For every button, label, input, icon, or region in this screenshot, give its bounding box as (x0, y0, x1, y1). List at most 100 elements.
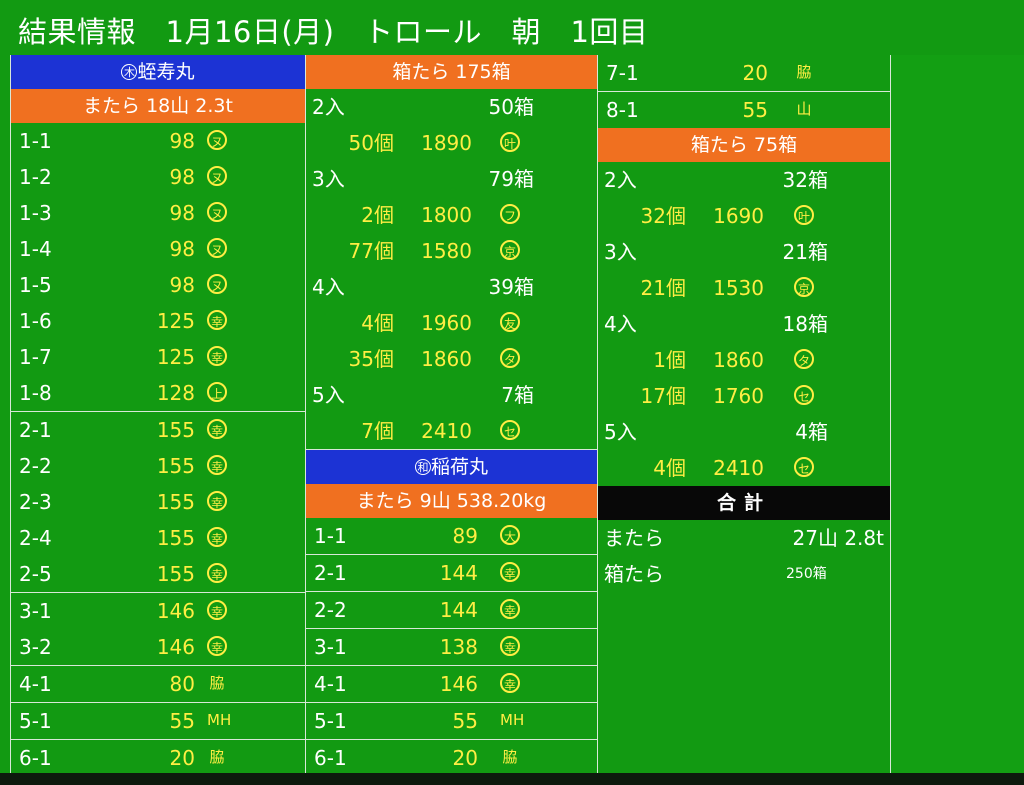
box-price-row: 7個 2410 セ (306, 413, 597, 449)
lot-id: 1-2 (19, 165, 52, 189)
box-size-label: 4入 (312, 275, 345, 299)
buyer-mark-icon: 山 (796, 100, 812, 118)
buyer-mark-icon: 脇 (502, 748, 518, 766)
catch-row: 4-1 146 幸 (306, 665, 597, 702)
buyer-mark-icon: セ (500, 420, 520, 440)
lot-id: 3-1 (19, 599, 52, 623)
weight-value: 144 (439, 598, 478, 622)
weight-value: 89 (452, 524, 478, 548)
boat-header: 木蛭寿丸 (11, 55, 305, 89)
weight-value: 146 (156, 635, 195, 659)
catch-row: 5-1 55 MH (11, 702, 305, 739)
box-total: 50箱 (488, 95, 534, 119)
empty-panel (891, 55, 1024, 773)
catch-row: 2-2 144 幸 (306, 591, 597, 628)
catch-row: 3-1 146 幸 (11, 592, 305, 629)
lot-id: 2-3 (19, 490, 52, 514)
box-size-row: 4入 39箱 (306, 269, 597, 305)
lot-id: 6-1 (314, 746, 347, 770)
lot-id: 1-5 (19, 273, 52, 297)
buyer-mark-icon: MH (207, 711, 232, 729)
catch-row: 1-1 98 ヌ (11, 123, 305, 159)
box-size-label: 2入 (604, 168, 637, 192)
total-header: 合計 (598, 486, 890, 520)
lot-id: 5-1 (314, 709, 347, 733)
box-total: 79箱 (488, 167, 534, 191)
catch-list: 7-1 20 脇 8-1 55 山 (598, 55, 890, 128)
weight-value: 146 (156, 599, 195, 623)
buyer-mark-icon: 幸 (207, 419, 227, 439)
box-cod-header: 箱たら 175箱 (306, 55, 597, 89)
weight-value: 144 (439, 561, 478, 585)
box-size-label: 3入 (312, 167, 345, 191)
buyer-mark-icon: 幸 (500, 636, 520, 656)
buyer-mark-icon: 幸 (207, 563, 227, 583)
lot-id: 1-3 (19, 201, 52, 225)
box-price-row: 77個 1580 京 (306, 233, 597, 269)
catch-summary-header: またら 18山 2.3t (11, 89, 305, 123)
lot-id: 4-1 (314, 672, 347, 696)
box-price-row: 2個 1800 フ (306, 197, 597, 233)
catch-summary-header: またら 9山 538.20kg (306, 484, 597, 518)
catch-list: 1-1 89 大 2-1 144 幸 2-2 144 幸 3-1 138 幸 4-1 146 幸 5-1 55 M… (306, 518, 597, 776)
buyer-mark-icon: ヌ (207, 274, 227, 294)
buyer-mark-icon: 叶 (794, 205, 814, 225)
boat-header: 和稲荷丸 (306, 449, 597, 484)
total-value: 27山 2.8t (792, 526, 884, 550)
box-size-row: 2入 32箱 (598, 162, 890, 198)
box-price: 1860 (421, 347, 472, 371)
box-price: 1760 (713, 384, 764, 408)
box-count: 4個 (653, 456, 686, 480)
box-count: 21個 (640, 276, 686, 300)
buyer-mark-icon: 脇 (209, 674, 225, 692)
lot-id: 4-1 (19, 672, 52, 696)
box-price: 1800 (421, 203, 472, 227)
weight-value: 20 (742, 61, 768, 85)
lot-id: 1-1 (314, 524, 347, 548)
weight-value: 20 (169, 746, 195, 770)
weight-value: 20 (452, 746, 478, 770)
box-size-row: 4入 18箱 (598, 306, 890, 342)
box-size-row: 5入 4箱 (598, 414, 890, 450)
right-column: 7-1 20 脇 8-1 55 山 箱たら 75箱 2入 32箱 32個 1690 叶 3入 21箱 2… (597, 55, 891, 773)
weight-value: 55 (452, 709, 478, 733)
box-count: 50個 (348, 131, 394, 155)
catch-row: 1-1 89 大 (306, 518, 597, 554)
catch-row: 8-1 55 山 (598, 91, 890, 128)
buyer-mark-icon: 脇 (796, 63, 812, 81)
catch-row: 5-1 55 MH (306, 702, 597, 739)
buyer-mark-icon: 京 (794, 277, 814, 297)
buyer-mark-icon: 幸 (207, 491, 227, 511)
boat-name: 蛭寿丸 (137, 61, 195, 83)
box-price: 1690 (713, 204, 764, 228)
buyer-mark-icon: 幸 (500, 673, 520, 693)
box-size-label: 4入 (604, 312, 637, 336)
lot-id: 1-4 (19, 237, 52, 261)
total-value: 250箱 (786, 566, 827, 582)
total-label: またら (604, 526, 664, 550)
weight-value: 155 (156, 418, 195, 442)
buyer-mark-icon: ヌ (207, 130, 227, 150)
buyer-mark-icon: 脇 (209, 748, 225, 766)
box-price-row: 4個 2410 セ (598, 450, 890, 486)
screen-bezel (0, 773, 1024, 785)
box-count: 17個 (640, 384, 686, 408)
box-price: 1530 (713, 276, 764, 300)
lot-id: 3-1 (314, 635, 347, 659)
box-price: 1960 (421, 311, 472, 335)
weight-value: 138 (439, 635, 478, 659)
buyer-mark-icon: セ (794, 457, 814, 477)
catch-row: 3-2 146 幸 (11, 629, 305, 665)
catch-row: 2-5 155 幸 (11, 556, 305, 592)
catch-row: 1-6 125 幸 (11, 303, 305, 339)
catch-row: 1-8 128 上 (11, 375, 305, 411)
box-cod-list: 2入 50箱 50個 1890 叶 3入 79箱 2個 1800 フ 77個 1580 京 4入 39箱 4個… (306, 89, 597, 449)
box-price-row: 35個 1860 タ (306, 341, 597, 377)
box-price-row: 50個 1890 叶 (306, 125, 597, 161)
box-size-row: 2入 50箱 (306, 89, 597, 125)
lot-id: 7-1 (606, 61, 639, 85)
box-price: 2410 (713, 456, 764, 480)
buyer-mark-icon: 幸 (207, 527, 227, 547)
catch-row: 2-1 144 幸 (306, 554, 597, 591)
